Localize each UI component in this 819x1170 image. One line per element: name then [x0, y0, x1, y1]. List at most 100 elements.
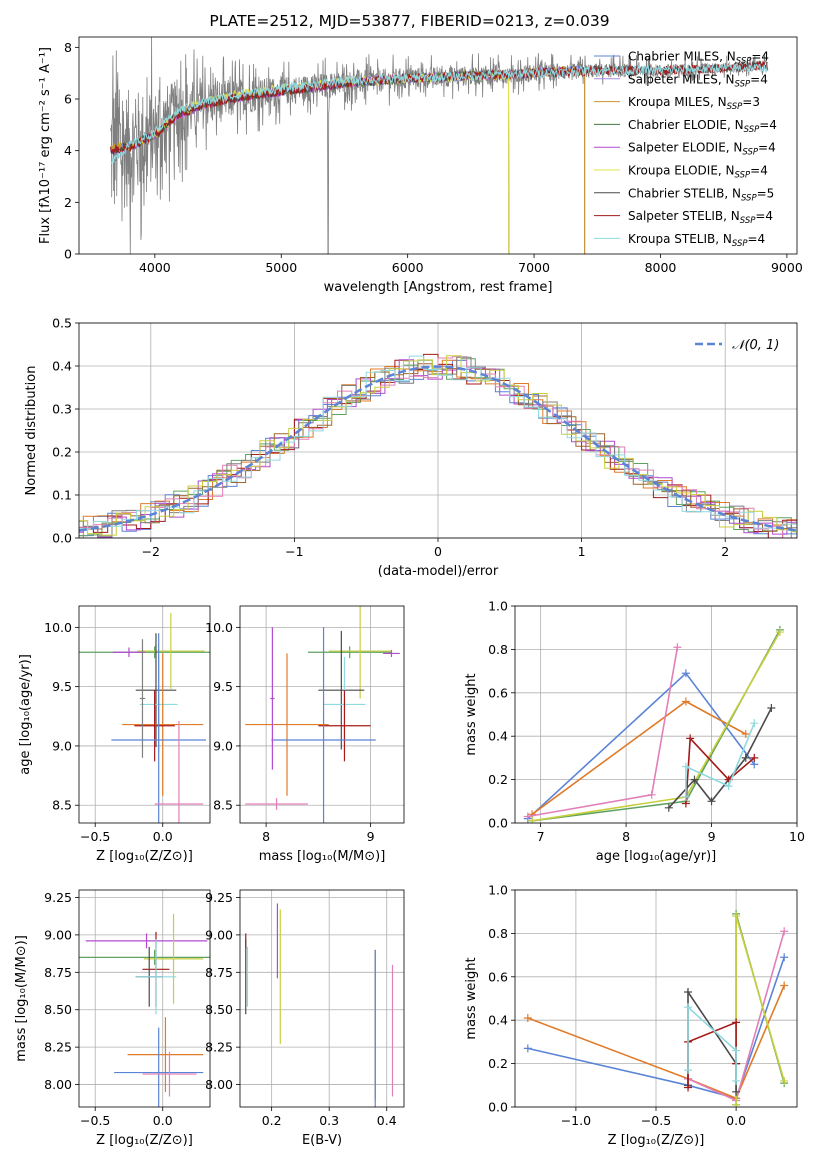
model-spectrum — [110, 62, 768, 165]
y-tick-label: 4 — [64, 143, 72, 158]
y-tick-label: 8.5 — [213, 798, 233, 813]
y-tick-label: 9.25 — [205, 890, 233, 905]
plot-area — [523, 625, 784, 823]
y-tick-label: 9.25 — [44, 890, 72, 905]
weight-marker — [741, 753, 750, 762]
y-tick-label: 6 — [64, 92, 72, 107]
x-tick-label: 5000 — [265, 260, 297, 275]
x-tick-label: 0.0 — [726, 1113, 746, 1128]
x-axis-label: wavelength [Angstrom, rest frame] — [324, 280, 553, 295]
histogram-series — [79, 355, 797, 537]
errorbar-point — [142, 1051, 197, 1097]
x-tick-label: 8 — [622, 829, 630, 844]
x-tick-label: 0.0 — [153, 1113, 173, 1128]
x-tick-label: 8000 — [645, 260, 677, 275]
weight-line — [687, 989, 737, 1092]
weight-line — [527, 957, 785, 1100]
errorbar-point — [137, 613, 205, 690]
axes-frame — [514, 605, 798, 824]
weight-line — [685, 736, 755, 804]
y-tick-label: 8.75 — [44, 965, 72, 980]
y-tick-label: 0.0 — [488, 816, 508, 831]
legend-entry: Kroupa ELODIE, NSSP=4 — [628, 164, 768, 181]
chart-panel-5: 7 8 9 10 0.0 0.2 0.4 0.6 0.8 1.0 age [log₁₀(age/yr… — [464, 599, 805, 865]
axes-frame — [78, 889, 211, 1108]
errorbar-point — [79, 949, 210, 965]
axes-frame — [514, 889, 798, 1108]
legend-entry: Chabrier ELODIE, NSSP=4 — [628, 118, 777, 135]
x-axis-label: Z [log₁₀(Z/Z⊙)] — [608, 1133, 705, 1148]
weight-series — [528, 697, 750, 819]
weight-marker — [664, 803, 673, 812]
weight-marker — [732, 1087, 741, 1096]
chart-panel-4: 8 9 8.5 9.0 9.5 10.0 mass [log₁₀(M/M⊙)] — [205, 605, 405, 864]
weight-series — [681, 734, 759, 808]
x-tick-label: 0.0 — [153, 829, 173, 844]
y-tick-label: 9.00 — [44, 927, 72, 942]
weight-marker — [707, 797, 716, 806]
errorbar-point — [139, 639, 146, 758]
y-tick-label: 9.5 — [52, 679, 72, 694]
y-tick-label: 0.8 — [488, 926, 508, 941]
histogram-series — [79, 356, 797, 538]
weight-marker — [775, 628, 784, 637]
x-tick-label: −1.0 — [561, 1113, 591, 1128]
weight-line — [685, 722, 756, 797]
legend-entry: 𝒩(0, 1) — [732, 338, 779, 353]
weight-marker — [647, 790, 656, 799]
weight-marker — [780, 1076, 789, 1085]
y-tick-label: 8.50 — [44, 1002, 72, 1017]
y-axis-label: mass [log₁₀(M/M⊙)] — [14, 935, 29, 1062]
x-axis-label: (data-model)/error — [378, 564, 499, 579]
weight-line — [531, 631, 781, 822]
weight-marker — [732, 1100, 741, 1107]
y-tick-label: 0.2 — [52, 445, 72, 460]
x-axis-label: Z [log₁₀(Z/Z⊙)] — [96, 1133, 193, 1148]
weight-marker — [732, 1076, 741, 1085]
errorbar-point — [135, 633, 177, 748]
y-tick-label: 0.4 — [488, 729, 508, 744]
y-tick-label: 0.6 — [488, 685, 508, 700]
x-tick-label: 0.2 — [262, 1113, 282, 1128]
weight-marker — [684, 987, 693, 996]
chart-panel-8: −1.0 −0.5 0.0 0.0 0.2 0.4 0.6 0.8 1.0 Z [log₁₀(Z/… — [464, 883, 798, 1148]
y-axis-label: mass weight — [464, 673, 479, 755]
y-tick-label: 8.5 — [52, 798, 72, 813]
weight-marker — [684, 1083, 693, 1092]
y-tick-label: 0.6 — [488, 969, 508, 984]
x-tick-label: 10 — [789, 829, 805, 844]
weight-series — [523, 669, 759, 823]
y-tick-label: 0.4 — [52, 359, 72, 374]
y-tick-label: 0.1 — [52, 488, 72, 503]
y-tick-label: 8.25 — [44, 1040, 72, 1055]
x-tick-label: 6000 — [392, 260, 424, 275]
x-tick-label: 0 — [434, 544, 442, 559]
weight-series — [684, 1003, 741, 1085]
plot-area — [245, 606, 400, 823]
axes-frame — [239, 605, 405, 824]
errorbar-point — [127, 1017, 204, 1093]
x-tick-label: 7000 — [518, 260, 550, 275]
errorbar-point — [122, 653, 204, 796]
chart-panel-2: −2 −1 0 1 2 0.0 0.1 0.2 0.3 0.4 0.5 (data-model)/er… — [24, 316, 798, 579]
legend: Chabrier MILES, NSSP=4 Salpeter MILES, NS… — [594, 50, 777, 249]
weight-line — [527, 985, 785, 1100]
y-axis-label: age [log₁₀(age/yr)] — [18, 654, 33, 775]
x-tick-label: −0.5 — [80, 1113, 110, 1128]
x-tick-label: −0.5 — [641, 1113, 671, 1128]
errorbar-point — [114, 1027, 204, 1107]
y-tick-label: 9.00 — [205, 927, 233, 942]
weight-line — [687, 1005, 737, 1081]
x-axis-label: age [log₁₀(age/yr)] — [596, 849, 717, 864]
weight-line — [687, 1021, 737, 1088]
weight-series — [523, 643, 682, 821]
weight-marker — [684, 1066, 693, 1075]
weight-marker — [750, 719, 759, 728]
x-tick-label: −0.5 — [80, 829, 110, 844]
errorbar-point — [79, 646, 210, 659]
y-tick-label: 1.0 — [488, 599, 508, 614]
weight-marker — [686, 734, 695, 743]
y-axis-label: Normed distribution — [24, 366, 39, 496]
errorbar-point — [111, 633, 206, 823]
weight-marker — [732, 1018, 741, 1027]
